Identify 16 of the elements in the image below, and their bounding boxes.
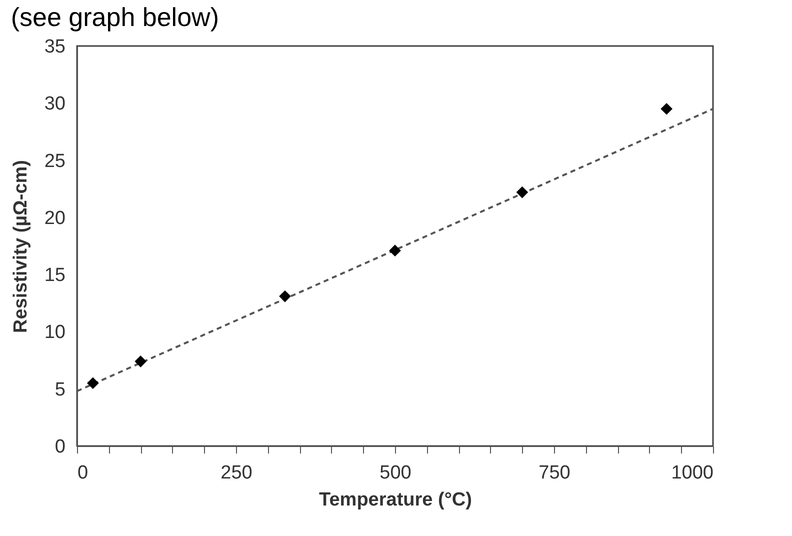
- y-tick-label: 0: [54, 436, 66, 458]
- x-tick-label: 750: [538, 462, 570, 484]
- y-axis-title: Resistivity (µΩ-cm): [10, 160, 32, 333]
- y-tick-label: 30: [44, 94, 66, 115]
- y-tick-label: 5: [54, 379, 66, 400]
- y-tick-label: 25: [44, 150, 66, 172]
- x-tick-label: 500: [380, 462, 412, 484]
- x-tick-label: 1000: [671, 462, 714, 484]
- y-tick-label: 35: [44, 36, 66, 58]
- x-tick-label: 0: [78, 462, 88, 484]
- y-tick-label: 20: [44, 208, 66, 229]
- y-tick-label: 10: [44, 322, 66, 344]
- text: (see graph below): [10, 2, 219, 32]
- x-tick-label: 250: [220, 462, 252, 484]
- y-tick-label: 15: [44, 265, 66, 286]
- x-axis-title: Temperature (°C): [319, 490, 472, 510]
